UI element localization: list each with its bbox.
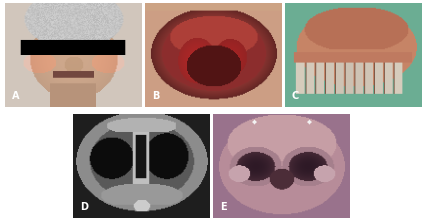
Text: C: C — [292, 91, 299, 101]
Text: A: A — [12, 91, 20, 101]
Text: E: E — [220, 202, 227, 212]
Text: D: D — [80, 202, 88, 212]
Text: B: B — [152, 91, 160, 101]
